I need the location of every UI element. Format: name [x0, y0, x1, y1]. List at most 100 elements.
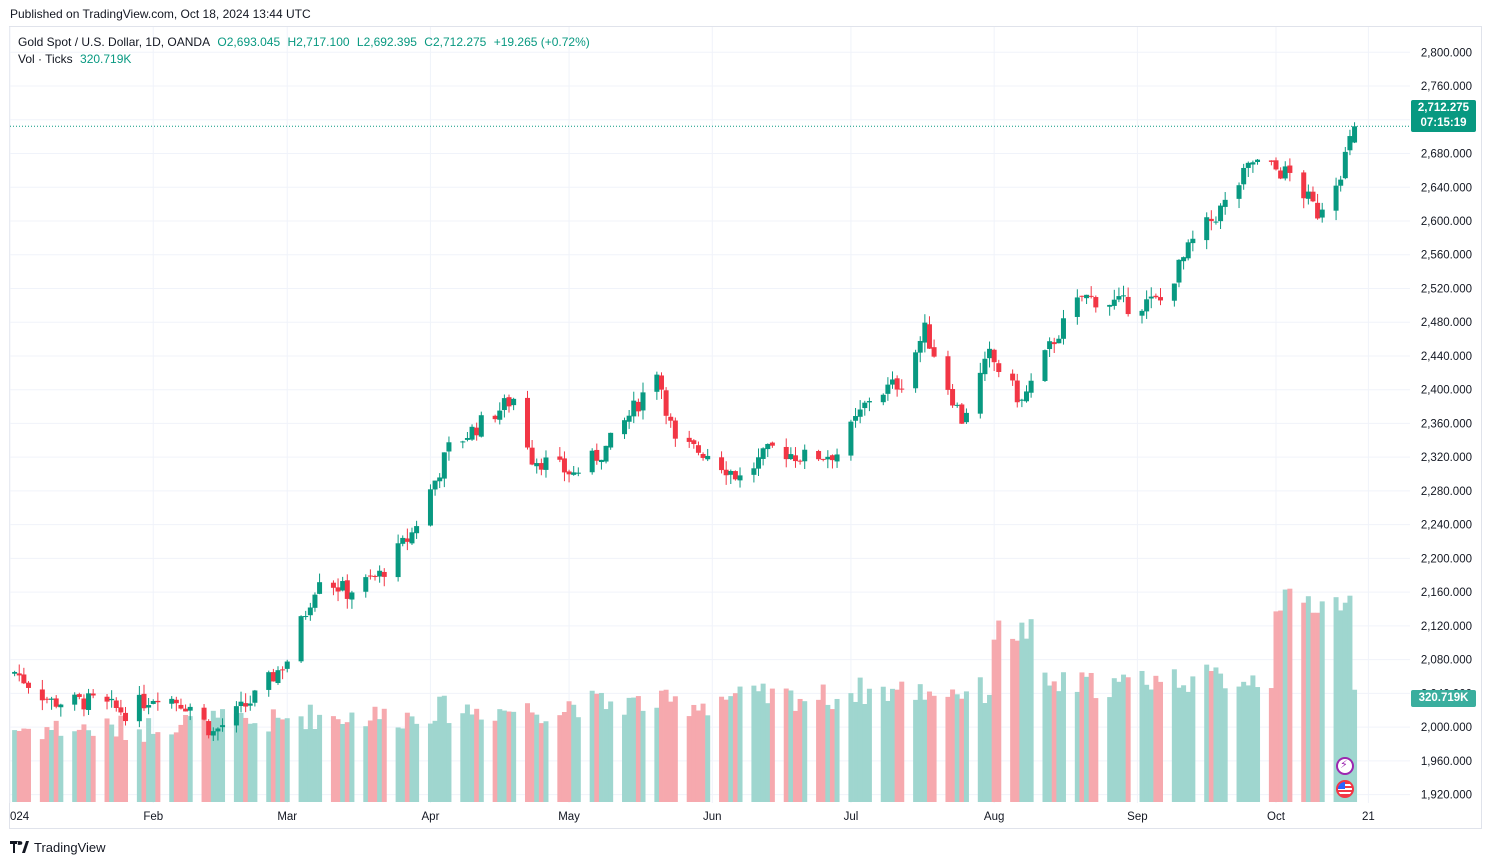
candle-body: [1042, 350, 1048, 381]
candle-body: [104, 696, 110, 702]
volume-bar: [931, 695, 937, 802]
volume-bar: [243, 717, 249, 802]
volume-value: 320.719K: [80, 52, 132, 66]
price-tick-label: 2,320.000: [1421, 452, 1472, 464]
candle-body: [178, 704, 184, 709]
volume-bar: [252, 723, 258, 802]
volume-bar: [446, 723, 452, 802]
volume-bar: [950, 689, 956, 802]
candle-body: [769, 442, 775, 446]
volume-bar: [1268, 688, 1274, 802]
candle-body: [594, 449, 600, 461]
volume-bar: [409, 716, 415, 802]
candle-body: [76, 694, 82, 697]
candle-body: [899, 388, 905, 390]
candle-body: [1014, 380, 1020, 403]
candle-body: [1278, 170, 1284, 179]
candle-body: [1019, 399, 1025, 401]
candle-body: [469, 426, 475, 440]
volume-bar: [1255, 687, 1261, 802]
candle-body: [404, 538, 410, 542]
volume-bar: [1084, 676, 1090, 802]
candle-body: [349, 592, 355, 600]
volume-bar: [917, 684, 923, 802]
volume-bar: [1190, 676, 1196, 802]
candle-body: [765, 443, 771, 450]
candle-body: [367, 575, 373, 577]
candle-body: [25, 682, 31, 688]
volume-bar: [1310, 612, 1316, 802]
volume-bar: [1236, 686, 1242, 802]
candle-body: [987, 348, 993, 359]
volume-bar: [478, 719, 484, 802]
volume-bar: [626, 697, 632, 802]
candle-body: [756, 457, 762, 469]
candle-body: [926, 324, 932, 349]
footer-brand[interactable]: TradingView: [10, 840, 106, 855]
candle-body: [474, 427, 480, 436]
candle-body: [511, 398, 517, 406]
candle-body: [275, 670, 281, 684]
volume-bar: [270, 709, 276, 802]
candle-body: [622, 420, 628, 435]
candle-body: [123, 712, 129, 722]
volume-bar: [598, 692, 604, 802]
volume-bar: [769, 688, 775, 802]
candle-body: [1028, 380, 1034, 393]
us-flag-icon[interactable]: [1336, 780, 1354, 798]
volume-bar: [538, 723, 544, 802]
candle-body: [1204, 217, 1210, 241]
volume-bar: [1315, 612, 1321, 802]
time-tick-label: Apr: [422, 811, 440, 823]
volume-bar: [201, 711, 207, 802]
candle-body: [668, 416, 674, 421]
time-tick-label: 024: [10, 811, 30, 823]
candle-body: [432, 480, 438, 490]
volume-bar: [58, 735, 64, 802]
candle-body: [1144, 299, 1150, 312]
candle-body: [437, 477, 443, 482]
volume-bar: [469, 714, 475, 802]
candle-body: [566, 471, 572, 475]
volume-bar: [141, 741, 147, 802]
candle-body: [963, 412, 969, 423]
price-tick-label: 2,560.000: [1421, 250, 1472, 262]
volume-tag: 320.719K: [1411, 690, 1476, 707]
time-tick-label: Feb: [143, 811, 163, 823]
candle-body: [1171, 283, 1177, 301]
candle-body: [1079, 295, 1085, 297]
volume-bar: [672, 696, 678, 802]
candle-body: [270, 672, 276, 682]
volume-bar: [511, 711, 517, 802]
candle-body: [1088, 295, 1094, 297]
candle-body: [820, 458, 826, 460]
volume-bar: [1185, 691, 1191, 802]
price-tick-label: 2,200.000: [1421, 553, 1472, 565]
candle-body: [307, 607, 313, 616]
volume-bar: [349, 712, 355, 802]
candle-body: [1255, 159, 1261, 162]
bolt-icon[interactable]: [1336, 757, 1354, 775]
candle-body: [589, 450, 595, 473]
candle-body: [146, 705, 152, 708]
volume-bar: [1319, 601, 1325, 802]
time-tick-label: May: [558, 811, 580, 823]
volume-bar: [215, 717, 221, 802]
candle-body: [44, 698, 50, 700]
price-tick-label: 2,640.000: [1421, 182, 1472, 194]
volume-bar: [534, 714, 540, 802]
candle-body: [12, 671, 18, 674]
volume-bar: [187, 716, 193, 802]
candle-body: [719, 457, 725, 471]
volume-bar: [1010, 638, 1016, 802]
candle-body: [53, 698, 59, 707]
high-value: H2,717.100: [287, 35, 350, 49]
volume-bar: [571, 704, 577, 802]
volume-bar: [72, 731, 78, 802]
volume-bar: [1250, 675, 1256, 802]
candle-body: [857, 409, 863, 417]
candle-body: [792, 455, 798, 462]
candle-body: [372, 575, 378, 577]
candle-body: [1213, 221, 1219, 223]
